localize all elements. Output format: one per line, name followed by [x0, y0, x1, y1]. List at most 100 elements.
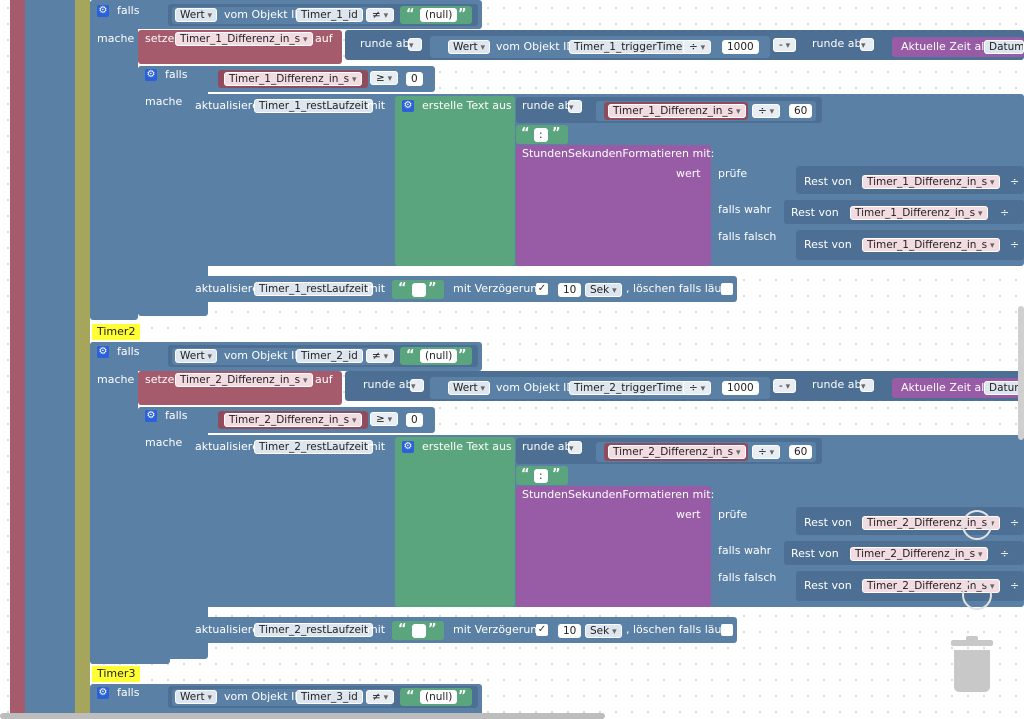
clear-checkbox[interactable] [721, 624, 733, 636]
var-dropdown[interactable]: Timer_2_Differenz_in_s [608, 445, 746, 459]
number-field[interactable]: 60 [789, 445, 813, 459]
quote-open-icon: “ [398, 281, 407, 296]
trash-icon[interactable] [950, 636, 994, 692]
minus-dropdown[interactable]: - [773, 38, 797, 52]
timer1-section: ⚙ falls mache sonst Wert vom Objekt ID T… [0, 0, 1024, 320]
vertical-scrollbar[interactable] [1018, 306, 1024, 440]
gear-icon[interactable]: ⚙ [97, 346, 109, 358]
round-label: runde ab [522, 99, 572, 112]
gear-icon[interactable]: ⚙ [402, 100, 414, 112]
var-dropdown[interactable]: Timer_1_Differenz_in_s [224, 72, 362, 86]
unit-dropdown[interactable]: Sek [585, 283, 622, 297]
gear-icon[interactable]: ⚙ [97, 5, 109, 17]
round-dropdown[interactable] [410, 379, 424, 392]
var-dropdown[interactable]: Timer_1_Differenz_in_s [862, 175, 1000, 189]
minus-dropdown[interactable]: - [773, 379, 797, 393]
delay-label: mit Verzögerung [453, 282, 545, 295]
set-var-dropdown[interactable]: Timer_1_Differenz_in_s [175, 32, 313, 46]
quote-close-icon: ” [552, 126, 561, 141]
zoom-in-icon[interactable] [962, 510, 992, 540]
value-dropdown[interactable]: Wert [175, 349, 218, 363]
delay-number-field[interactable]: 10 [558, 283, 582, 297]
delay-number-field[interactable]: 10 [558, 624, 582, 638]
value-dropdown[interactable]: Wert [175, 690, 218, 704]
gear-icon[interactable]: ⚙ [97, 687, 109, 699]
gear-icon[interactable]: ⚙ [145, 69, 157, 81]
empty-text-field[interactable] [412, 283, 426, 297]
divide-label: ÷ [1010, 516, 1020, 529]
gear-icon[interactable]: ⚙ [145, 410, 157, 422]
trigger-variable-field[interactable]: Timer_1_triggerTime [569, 40, 688, 54]
with-label: mit [367, 282, 386, 295]
round-dropdown[interactable] [408, 38, 422, 51]
horizontal-scrollbar[interactable] [0, 713, 605, 719]
number-field[interactable]: 60 [789, 104, 813, 118]
divide-dropdown[interactable]: ÷ [683, 40, 712, 54]
create-text-block[interactable] [395, 437, 515, 607]
operator-dropdown[interactable]: ≥ [370, 71, 399, 85]
gear-icon[interactable]: ⚙ [402, 441, 414, 453]
create-text-block[interactable] [395, 96, 515, 266]
function-call-block[interactable] [516, 145, 711, 266]
number-field[interactable]: 1000 [722, 40, 759, 54]
round-dropdown[interactable] [568, 441, 582, 454]
outer-rail-pink [10, 0, 25, 719]
delay-checkbox[interactable]: ✓ [536, 624, 548, 636]
date-format-dropdown[interactable]: Datum-O [984, 40, 1024, 54]
divide-dropdown[interactable]: ÷ [683, 381, 712, 395]
do-label: mache [145, 95, 183, 108]
set-var-dropdown[interactable]: Timer_2_Differenz_in_s [175, 373, 313, 387]
divide-dropdown[interactable]: ÷ [752, 104, 781, 118]
operator-dropdown[interactable]: ≠ [366, 349, 395, 363]
unit-dropdown[interactable]: Sek [585, 624, 622, 638]
date-format-dropdown[interactable]: Datum [984, 381, 1024, 395]
operator-dropdown[interactable]: ≠ [366, 690, 395, 704]
round-dropdown[interactable] [568, 100, 582, 113]
quote-open-icon: “ [521, 467, 530, 482]
number-field[interactable]: 0 [406, 413, 423, 427]
delay-checkbox[interactable]: ✓ [536, 283, 548, 295]
colon-field[interactable]: : [534, 469, 548, 483]
state-field[interactable]: Timer_2_restLaufzeit [254, 623, 373, 637]
round-label: runde ab [522, 440, 572, 453]
value-dropdown[interactable]: Wert [448, 40, 491, 54]
operator-dropdown[interactable]: ≠ [366, 8, 395, 22]
id-variable-field[interactable]: Timer_2_id [296, 349, 363, 363]
state-field[interactable]: Timer_1_restLaufzeit [254, 282, 373, 296]
comment-sticker[interactable]: Timer3 [92, 666, 141, 682]
null-field[interactable]: (null) [420, 690, 458, 704]
round-dropdown[interactable] [860, 38, 874, 51]
empty-text-field[interactable] [412, 624, 426, 638]
value-dropdown[interactable]: Wert [175, 8, 218, 22]
value-dropdown[interactable]: Wert [448, 381, 491, 395]
number-field[interactable]: 0 [406, 72, 423, 86]
var-dropdown[interactable]: Timer_2_Differenz_in_s [850, 547, 988, 561]
round-dropdown[interactable] [860, 379, 874, 392]
number-field[interactable]: 1000 [722, 381, 759, 395]
null-field[interactable]: (null) [420, 8, 458, 22]
id-variable-field[interactable]: Timer_3_id [296, 690, 363, 704]
state-field[interactable]: Timer_1_restLaufzeit [254, 99, 373, 113]
state-field[interactable]: Timer_2_restLaufzeit [254, 440, 373, 454]
update-label: aktualisiere [195, 623, 259, 636]
divide-label: ÷ [1010, 238, 1020, 251]
id-variable-field[interactable]: Timer_1_id [296, 8, 363, 22]
colon-field[interactable]: : [534, 128, 548, 142]
var-dropdown[interactable]: Timer_2_Differenz_in_s [224, 413, 362, 427]
null-field[interactable]: (null) [420, 349, 458, 363]
clear-checkbox[interactable] [721, 283, 733, 295]
divide-dropdown[interactable]: ÷ [752, 445, 781, 459]
quote-close-icon: ” [458, 689, 467, 704]
current-time-label: Aktuelle Zeit als [901, 40, 991, 53]
zoom-out-icon[interactable] [962, 580, 992, 610]
trigger-variable-field[interactable]: Timer_2_triggerTime [569, 381, 688, 395]
update-label: aktualisiere [195, 99, 259, 112]
var-dropdown[interactable]: Timer_1_Differenz_in_s [608, 104, 746, 118]
operator-dropdown[interactable]: ≥ [370, 412, 399, 426]
var-dropdown[interactable]: Timer_1_Differenz_in_s [862, 238, 1000, 252]
quote-open-icon: “ [398, 622, 407, 637]
comment-sticker[interactable]: Timer2 [92, 324, 141, 340]
quote-close-icon: ” [428, 281, 437, 296]
function-call-block[interactable] [516, 486, 711, 607]
var-dropdown[interactable]: Timer_1_Differenz_in_s [850, 206, 988, 220]
